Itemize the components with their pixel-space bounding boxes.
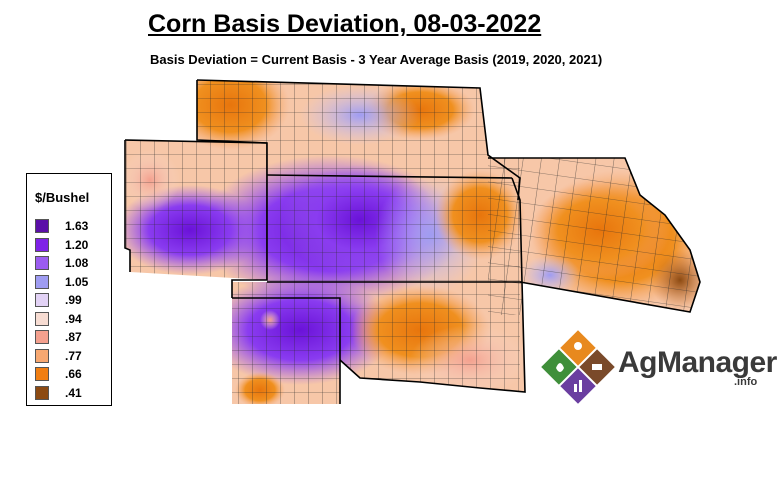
legend-label: .77 bbox=[65, 348, 82, 363]
legend-item: 1.20 bbox=[35, 237, 107, 252]
legend-item: 1.05 bbox=[35, 274, 107, 289]
legend-swatch bbox=[35, 293, 49, 307]
legend-item: .41 bbox=[35, 385, 107, 400]
legend-swatch bbox=[35, 237, 49, 252]
legend: $/Bushel 1.63 1.20 1.08 1.05 .99 .94 .87 .77 .66… bbox=[26, 173, 112, 406]
legend-swatch bbox=[35, 274, 49, 289]
logo-suffix: .info bbox=[734, 376, 758, 388]
legend-label: 1.63 bbox=[65, 219, 89, 233]
legend-label: .87 bbox=[65, 330, 82, 344]
legend-label: 1.20 bbox=[65, 237, 89, 252]
legend-item: 1.63 bbox=[35, 219, 107, 233]
legend-swatch bbox=[35, 348, 49, 363]
state-borders bbox=[124, 79, 701, 404]
legend-label: .66 bbox=[65, 367, 82, 381]
legend-swatch bbox=[35, 311, 49, 326]
legend-swatch bbox=[35, 256, 49, 270]
legend-swatch bbox=[35, 330, 49, 344]
legend-label: .99 bbox=[65, 293, 82, 307]
page-title: Corn Basis Deviation, 08-03-2022 bbox=[148, 10, 542, 38]
legend-item: .87 bbox=[35, 330, 107, 344]
legend-label: .94 bbox=[65, 311, 82, 326]
legend-label: .41 bbox=[65, 385, 82, 400]
legend-item: .94 bbox=[35, 311, 107, 326]
legend-swatch bbox=[35, 385, 49, 400]
legend-item: .66 bbox=[35, 367, 107, 381]
agmanager-logo: AgManager .info bbox=[540, 326, 777, 408]
legend-item: .77 bbox=[35, 348, 107, 363]
legend-swatch bbox=[35, 219, 49, 233]
legend-label: 1.08 bbox=[65, 256, 89, 270]
legend-item: 1.08 bbox=[35, 256, 107, 270]
agmanager-logo-icon bbox=[541, 330, 615, 404]
logo-wordmark: AgManager bbox=[618, 346, 777, 379]
legend-title: $/Bushel bbox=[35, 190, 90, 205]
page-subtitle: Basis Deviation = Current Basis - 3 Year… bbox=[150, 52, 603, 67]
legend-label: 1.05 bbox=[65, 274, 89, 289]
legend-swatch bbox=[35, 367, 49, 381]
legend-item: .99 bbox=[35, 293, 107, 307]
